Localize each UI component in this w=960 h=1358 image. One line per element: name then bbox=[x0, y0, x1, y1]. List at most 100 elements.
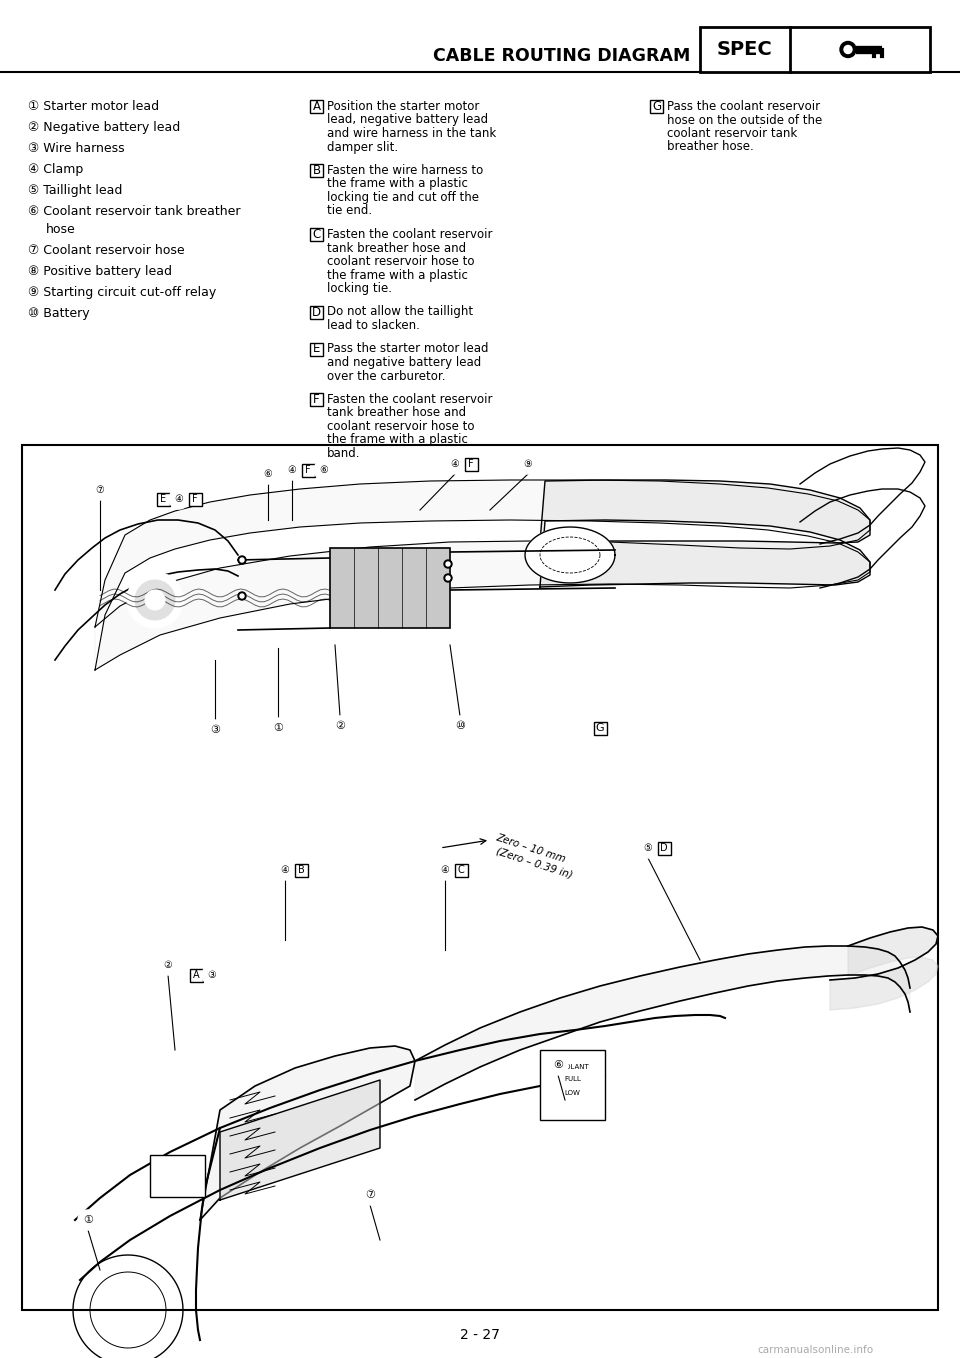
Circle shape bbox=[202, 966, 222, 985]
Text: Pass the starter motor lead: Pass the starter motor lead bbox=[327, 342, 489, 356]
Text: G: G bbox=[652, 100, 661, 113]
Bar bbox=[310, 164, 323, 177]
Text: over the carburetor.: over the carburetor. bbox=[327, 369, 445, 383]
Text: ②: ② bbox=[163, 960, 173, 970]
Circle shape bbox=[445, 454, 465, 474]
Circle shape bbox=[127, 572, 183, 627]
Text: C: C bbox=[458, 865, 465, 875]
Bar bbox=[658, 842, 670, 854]
Text: coolant reservoir hose to: coolant reservoir hose to bbox=[327, 255, 474, 268]
Bar bbox=[22, 445, 938, 1310]
Circle shape bbox=[275, 860, 295, 880]
Polygon shape bbox=[220, 1080, 380, 1200]
Circle shape bbox=[135, 580, 175, 621]
Text: ④: ④ bbox=[288, 464, 297, 475]
Text: ④: ④ bbox=[280, 865, 289, 875]
Text: CABLE ROUTING DIAGRAM: CABLE ROUTING DIAGRAM bbox=[433, 48, 690, 65]
Circle shape bbox=[258, 464, 278, 483]
Text: ③: ③ bbox=[210, 725, 220, 735]
Bar bbox=[189, 968, 203, 982]
Text: band.: band. bbox=[327, 447, 361, 460]
Bar bbox=[310, 228, 323, 240]
Text: locking tie and cut off the: locking tie and cut off the bbox=[327, 191, 479, 204]
Text: ⑧ Positive battery lead: ⑧ Positive battery lead bbox=[28, 265, 172, 278]
Bar bbox=[310, 342, 323, 356]
Text: ⑩ Battery: ⑩ Battery bbox=[28, 307, 89, 320]
Text: the frame with a plastic: the frame with a plastic bbox=[327, 178, 468, 190]
Circle shape bbox=[435, 860, 455, 880]
Text: A: A bbox=[313, 100, 321, 113]
Text: F: F bbox=[468, 459, 474, 469]
Text: ⑩: ⑩ bbox=[455, 721, 465, 731]
Text: Do not allow the taillight: Do not allow the taillight bbox=[327, 306, 473, 319]
Polygon shape bbox=[830, 928, 938, 1010]
Circle shape bbox=[450, 716, 470, 736]
Circle shape bbox=[844, 46, 852, 53]
Text: ①: ① bbox=[273, 722, 283, 733]
Text: tank breather hose and: tank breather hose and bbox=[327, 406, 467, 420]
Text: D: D bbox=[312, 306, 321, 319]
Text: F: F bbox=[192, 494, 198, 504]
Bar bbox=[310, 392, 323, 406]
Bar bbox=[301, 463, 315, 477]
Bar bbox=[700, 27, 930, 72]
Text: Pass the coolant reservoir: Pass the coolant reservoir bbox=[667, 100, 820, 113]
Text: C: C bbox=[312, 228, 321, 240]
Text: the frame with a plastic: the frame with a plastic bbox=[327, 433, 468, 447]
Text: SPEC: SPEC bbox=[717, 39, 773, 58]
Bar bbox=[295, 864, 307, 876]
Circle shape bbox=[840, 42, 856, 57]
Text: lead to slacken.: lead to slacken. bbox=[327, 319, 420, 331]
Text: hose on the outside of the: hose on the outside of the bbox=[667, 114, 823, 126]
Text: FULL: FULL bbox=[564, 1076, 581, 1082]
Text: lead, negative battery lead: lead, negative battery lead bbox=[327, 114, 488, 126]
Text: the frame with a plastic: the frame with a plastic bbox=[327, 269, 468, 281]
Polygon shape bbox=[415, 947, 910, 1100]
Text: ⑦: ⑦ bbox=[96, 485, 105, 496]
Circle shape bbox=[360, 1186, 380, 1205]
Text: ② Negative battery lead: ② Negative battery lead bbox=[28, 121, 180, 134]
Text: tank breather hose and: tank breather hose and bbox=[327, 242, 467, 254]
Text: and negative battery lead: and negative battery lead bbox=[327, 356, 481, 369]
Text: Fasten the wire harness to: Fasten the wire harness to bbox=[327, 164, 483, 177]
Text: F: F bbox=[305, 464, 311, 475]
Text: hose: hose bbox=[46, 223, 76, 236]
Circle shape bbox=[205, 720, 225, 740]
Circle shape bbox=[314, 460, 334, 479]
Text: ③: ③ bbox=[207, 970, 216, 980]
Text: Position the starter motor: Position the starter motor bbox=[327, 100, 479, 113]
Text: ③ Wire harness: ③ Wire harness bbox=[28, 143, 125, 155]
Text: carmanualsonline.info: carmanualsonline.info bbox=[756, 1344, 873, 1355]
Bar bbox=[188, 493, 202, 505]
Text: ⑥: ⑥ bbox=[264, 469, 273, 479]
Text: G: G bbox=[596, 722, 604, 733]
Text: F: F bbox=[313, 392, 320, 406]
Text: ① Starter motor lead: ① Starter motor lead bbox=[28, 100, 159, 113]
Text: tie end.: tie end. bbox=[327, 205, 372, 217]
Bar bbox=[310, 306, 323, 319]
Polygon shape bbox=[95, 479, 870, 669]
Text: Fasten the coolant reservoir: Fasten the coolant reservoir bbox=[327, 228, 492, 240]
Text: ④: ④ bbox=[441, 865, 449, 875]
Circle shape bbox=[518, 454, 538, 474]
Text: B: B bbox=[298, 865, 304, 875]
Bar bbox=[465, 458, 477, 470]
Circle shape bbox=[240, 558, 244, 562]
Circle shape bbox=[268, 718, 288, 737]
Circle shape bbox=[446, 576, 450, 580]
Text: ①: ① bbox=[83, 1215, 93, 1225]
Circle shape bbox=[330, 716, 350, 736]
Bar bbox=[330, 549, 450, 627]
Circle shape bbox=[548, 1055, 568, 1076]
Text: ⑥ Coolant reservoir tank breather: ⑥ Coolant reservoir tank breather bbox=[28, 205, 241, 219]
Circle shape bbox=[238, 592, 246, 600]
Circle shape bbox=[444, 574, 452, 583]
Text: ④ Clamp: ④ Clamp bbox=[28, 163, 84, 177]
Text: ⑦: ⑦ bbox=[365, 1190, 375, 1200]
Text: COOLANT: COOLANT bbox=[556, 1065, 589, 1070]
Text: ⑤: ⑤ bbox=[643, 843, 653, 853]
Circle shape bbox=[638, 838, 658, 858]
Text: (Zero – 0.39 in): (Zero – 0.39 in) bbox=[495, 846, 574, 880]
Text: ④: ④ bbox=[450, 459, 460, 469]
Polygon shape bbox=[200, 1046, 415, 1219]
